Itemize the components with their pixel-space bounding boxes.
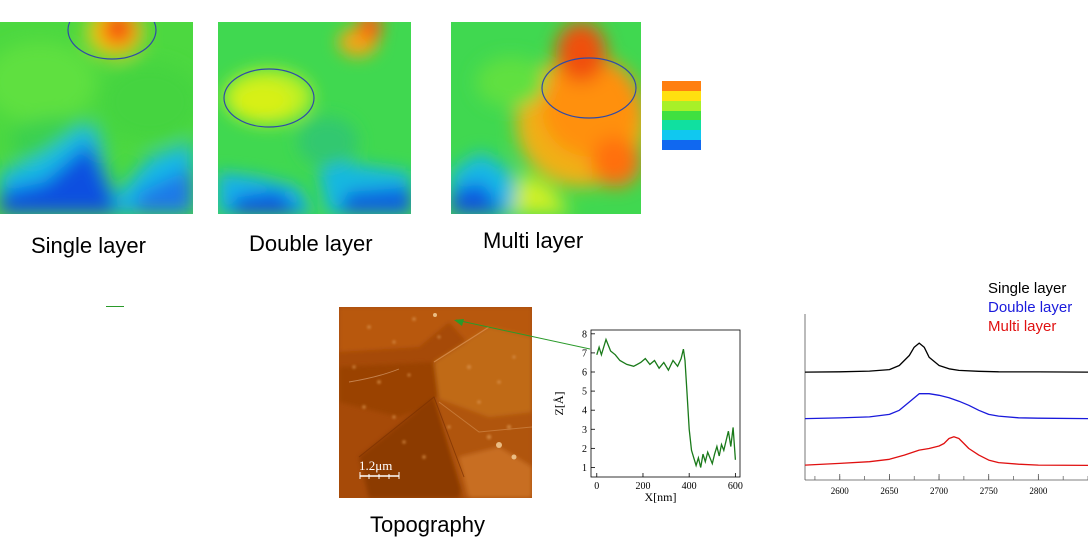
color-scale-segment <box>662 110 701 121</box>
caption-topography: Topography <box>370 512 485 537</box>
x-tick-label: 2750 <box>980 486 999 496</box>
x-tick-label: 0 <box>594 481 599 492</box>
color-scale-segment <box>662 90 701 101</box>
x-axis-label: X[nm] <box>645 490 677 504</box>
map-highlight-ellipse <box>223 68 315 128</box>
topography-image: 1.2μm <box>339 307 532 498</box>
color-scale-segment <box>662 100 701 111</box>
map-highlight-ellipse <box>541 57 637 119</box>
y-tick-label: 1 <box>582 463 587 474</box>
y-tick-label: 8 <box>582 329 587 340</box>
x-tick-label: 600 <box>728 481 743 492</box>
profile-line <box>596 337 737 468</box>
color-scale-segment <box>662 140 701 151</box>
x-tick-label: 400 <box>682 481 697 492</box>
legend-double-layer: Double layer <box>988 299 1073 316</box>
height-profile-chart: 1 2 3 4 5 6 7 8 0 200 400 600 X[nm] Z[Å] <box>552 329 743 504</box>
y-tick-label: 6 <box>582 368 587 379</box>
scale-bar-label: 1.2μm <box>359 458 392 473</box>
raman-spectra-chart: 2600 2650 2700 2750 2800 <box>804 314 1088 496</box>
x-tick-label: 2700 <box>930 486 949 496</box>
plot-frame <box>590 329 741 478</box>
spectrum-line <box>804 436 1088 467</box>
spectrum-line <box>804 393 1088 420</box>
y-tick-label: 7 <box>582 348 587 359</box>
legend-single-layer: Single layer <box>988 280 1067 297</box>
caption-multi-layer: Multi layer <box>483 228 584 253</box>
color-scale-segment <box>662 81 701 91</box>
profile-arrow <box>454 319 591 350</box>
map-highlight-ellipse <box>67 22 157 60</box>
y-tick-label: 4 <box>582 406 587 417</box>
x-tick-label: 200 <box>635 481 650 492</box>
y-tick-label: 2 <box>582 444 587 455</box>
raman-map-multi-layer <box>451 22 641 214</box>
x-tick-label: 2650 <box>880 486 899 496</box>
color-scale-bar <box>662 81 701 151</box>
caption-single-layer: Single layer <box>31 233 146 258</box>
small-dash-mark <box>106 306 124 307</box>
legend-multi-layer: Multi layer <box>988 318 1057 335</box>
raman-map-double-layer <box>218 22 411 214</box>
x-tick-label: 2800 <box>1029 486 1048 496</box>
color-scale-segment <box>662 120 701 131</box>
y-axis-label: Z[Å] <box>552 392 566 416</box>
raman-map-single-layer <box>0 22 193 214</box>
x-tick-label: 2600 <box>831 486 850 496</box>
y-tick-label: 3 <box>582 425 587 436</box>
color-scale-segment <box>662 130 701 141</box>
caption-double-layer: Double layer <box>249 231 373 256</box>
spectrum-line <box>804 342 1088 373</box>
y-tick-label: 5 <box>582 387 587 398</box>
